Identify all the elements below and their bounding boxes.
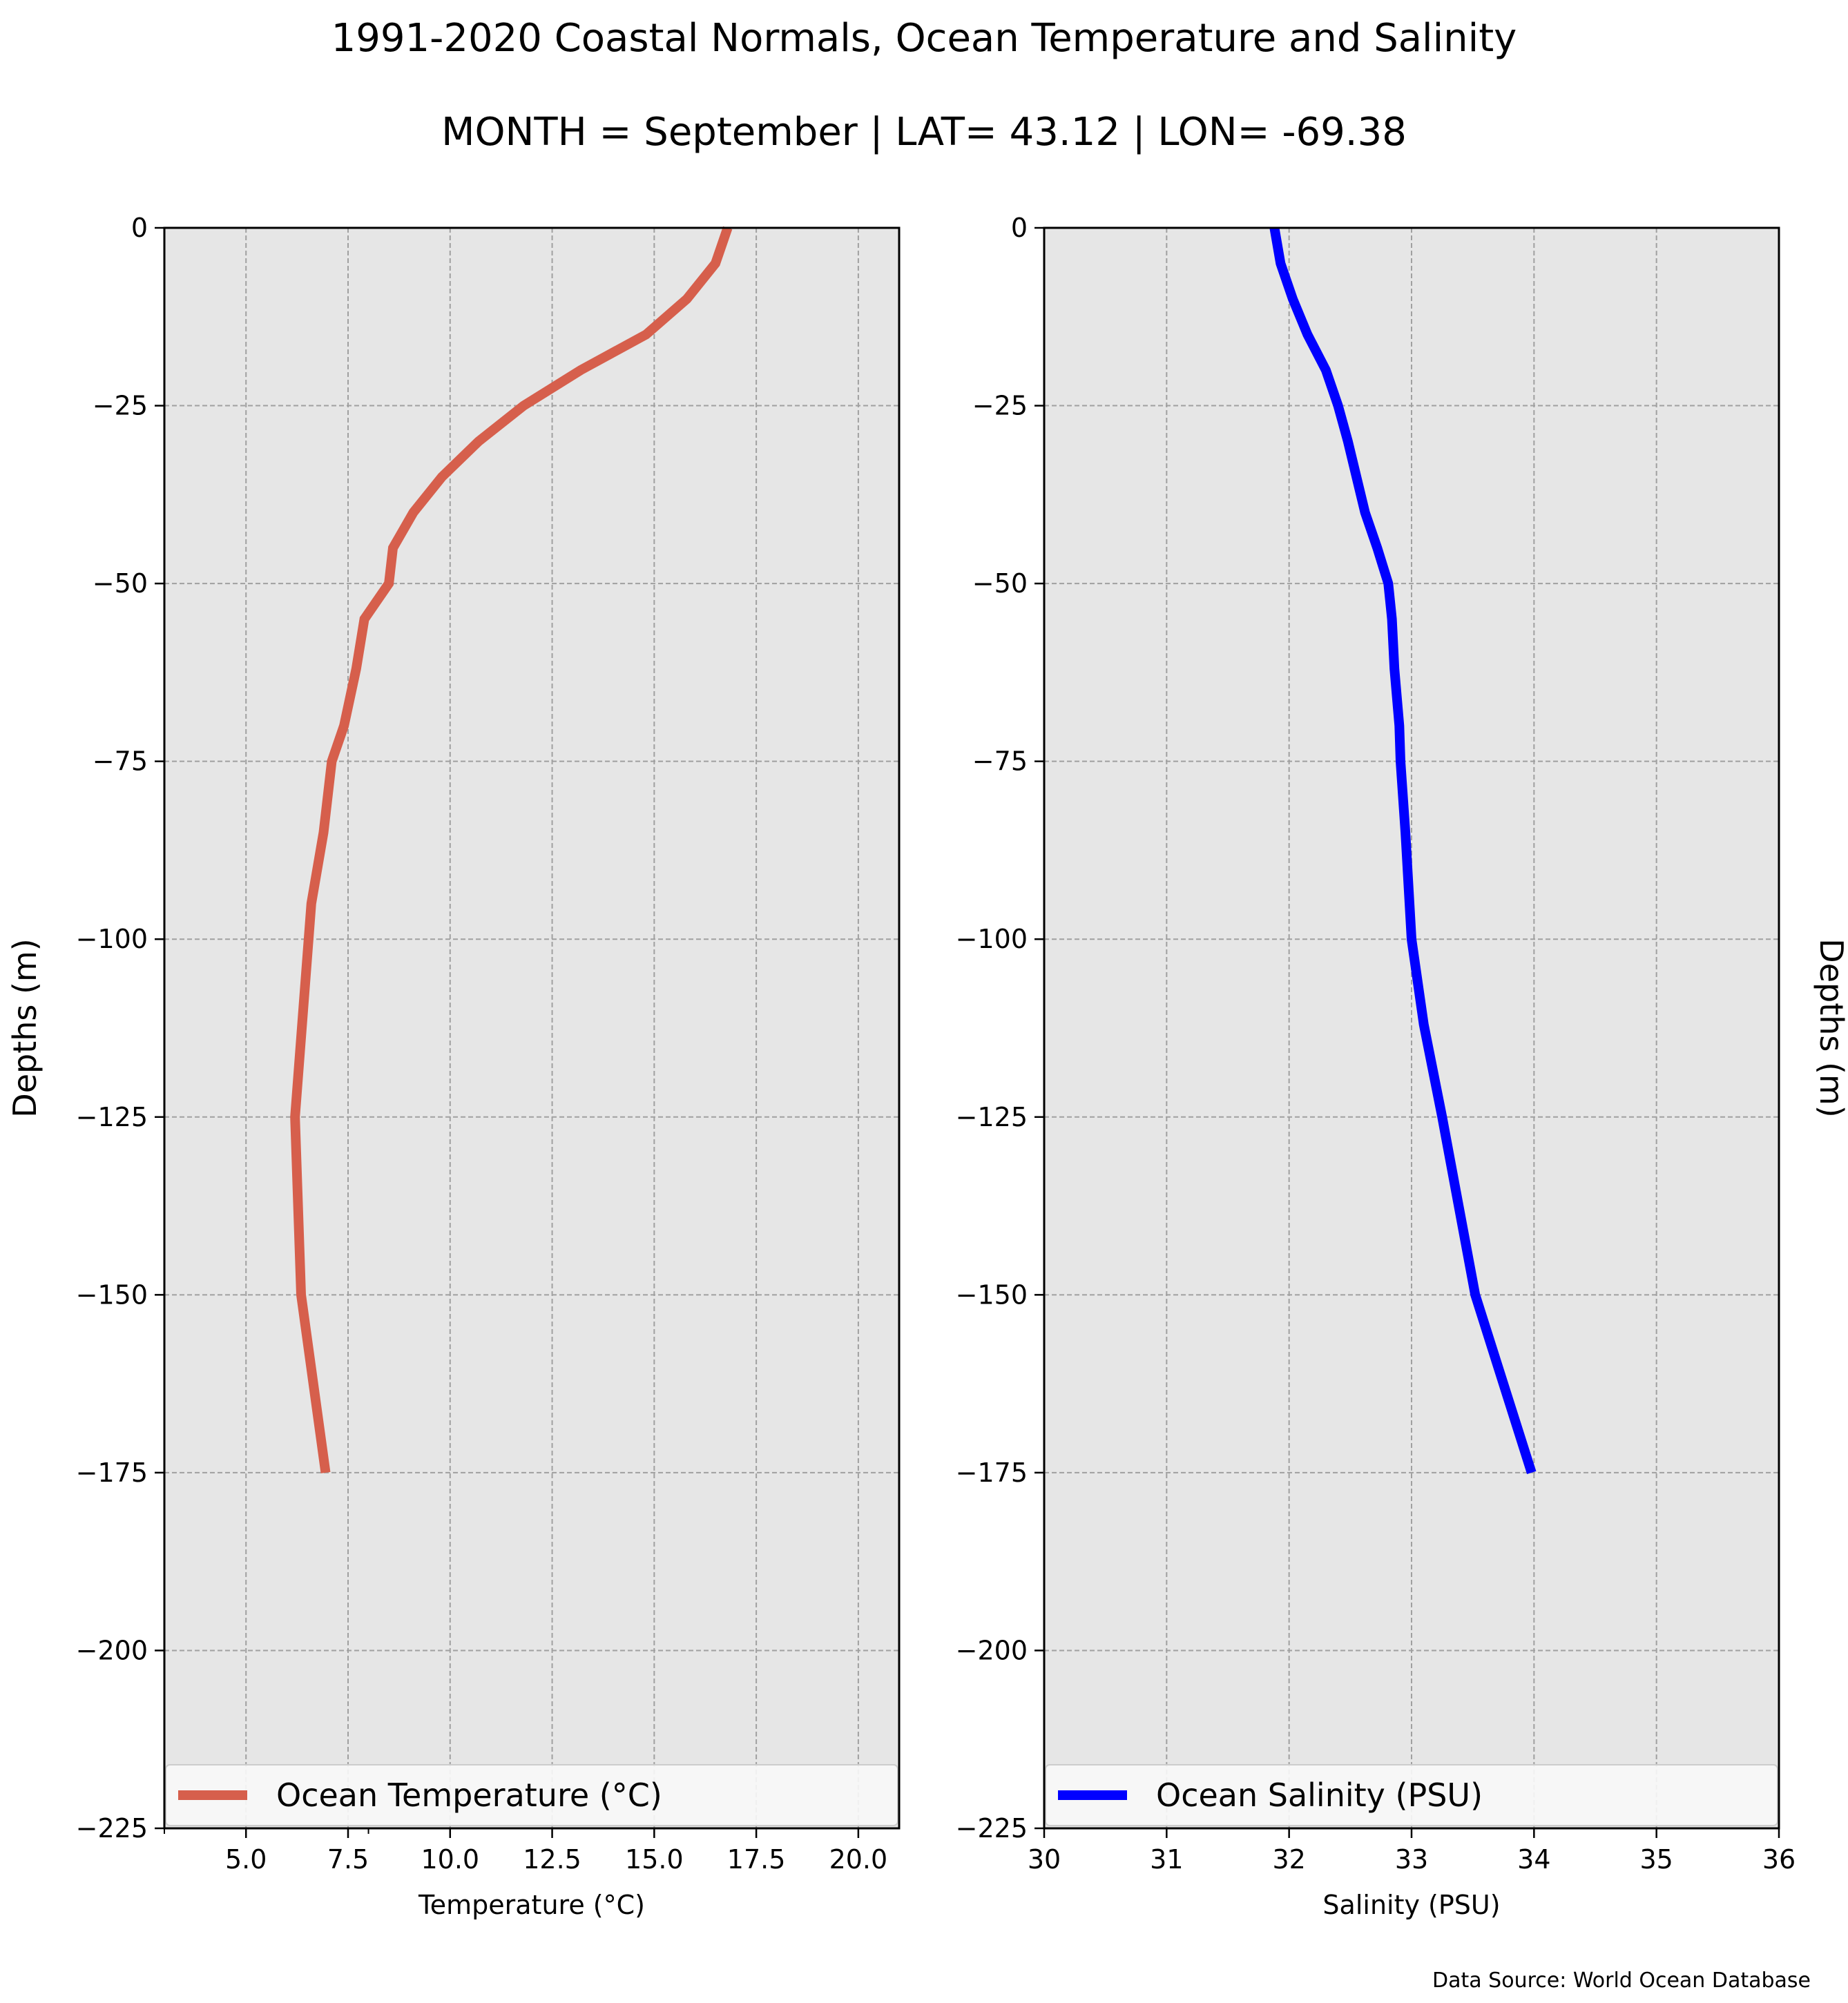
plot-background <box>164 228 899 1828</box>
x-tick-label: 17.5 <box>727 1844 786 1875</box>
y-tick-label: 0 <box>131 213 148 243</box>
y-tick-label: −25 <box>972 391 1028 421</box>
x-tick-label: 33 <box>1395 1844 1428 1875</box>
x-tick-label: 34 <box>1517 1844 1550 1875</box>
x-axis-label: Temperature (°C) <box>418 1890 645 1920</box>
y-tick-label: 0 <box>1011 213 1028 243</box>
legend-label: Ocean Salinity (PSU) <box>1156 1777 1483 1814</box>
x-tick-label: 12.5 <box>523 1844 581 1875</box>
y-tick-label: −100 <box>956 924 1028 954</box>
y-tick-label: −150 <box>956 1279 1028 1310</box>
series-line-salinity <box>1269 226 1537 1475</box>
plot-frame <box>1043 226 1780 1830</box>
y-tick-label: −125 <box>76 1102 148 1132</box>
legend-box <box>1045 1764 1778 1826</box>
x-tick-label: 20.0 <box>829 1844 888 1875</box>
data-source-note: Data Source: World Ocean Database <box>1432 1968 1811 1993</box>
plot-frame <box>163 226 901 1830</box>
y-tick-label: −175 <box>76 1458 148 1488</box>
x-axis-label: Salinity (PSU) <box>1322 1890 1500 1920</box>
x-tick-label: 30 <box>1028 1844 1061 1875</box>
y-tick-label: −50 <box>972 568 1028 599</box>
x-tick-label: 35 <box>1639 1844 1673 1875</box>
y-tick-label: −50 <box>93 568 148 599</box>
y-tick-label: −225 <box>76 1813 148 1844</box>
temperature-panel: 0 −25 −50 −75 −100 −125 −150 −175 −200 −225 5.0 7.5… <box>6 213 901 1920</box>
chart-title: 1991-2020 Coastal Normals, Ocean Tempera… <box>331 16 1517 61</box>
y-tick-label: −100 <box>76 924 148 954</box>
y-tick-label: −25 <box>93 391 148 421</box>
x-tick-label: 15.0 <box>625 1844 684 1875</box>
x-tick-label: 7.5 <box>327 1844 369 1875</box>
legend-label: Ocean Temperature (°C) <box>276 1777 662 1814</box>
x-tick-label: 32 <box>1272 1844 1305 1875</box>
y-tick-label: −225 <box>956 1813 1028 1844</box>
legend-box <box>165 1764 898 1826</box>
x-tick-label: 10.0 <box>421 1844 479 1875</box>
x-tick-label: 36 <box>1762 1844 1796 1875</box>
y-tick-label: −200 <box>956 1635 1028 1665</box>
y-tick-label: −75 <box>972 746 1028 777</box>
y-tick-label: −125 <box>956 1102 1028 1132</box>
y-axis-label: Depths (m) <box>1813 938 1848 1117</box>
y-tick-label: −175 <box>956 1458 1028 1488</box>
chart-subtitle: MONTH = September | LAT= 43.12 | LON= -6… <box>441 110 1407 155</box>
y-axis-label: Depths (m) <box>6 938 44 1117</box>
x-tick-label: 31 <box>1150 1844 1183 1875</box>
y-tick-label: −150 <box>76 1279 148 1310</box>
y-tick-label: −75 <box>93 746 148 777</box>
series-line-temperature <box>290 226 733 1473</box>
y-tick-label: −200 <box>76 1635 148 1665</box>
x-tick-label: 5.0 <box>225 1844 267 1875</box>
